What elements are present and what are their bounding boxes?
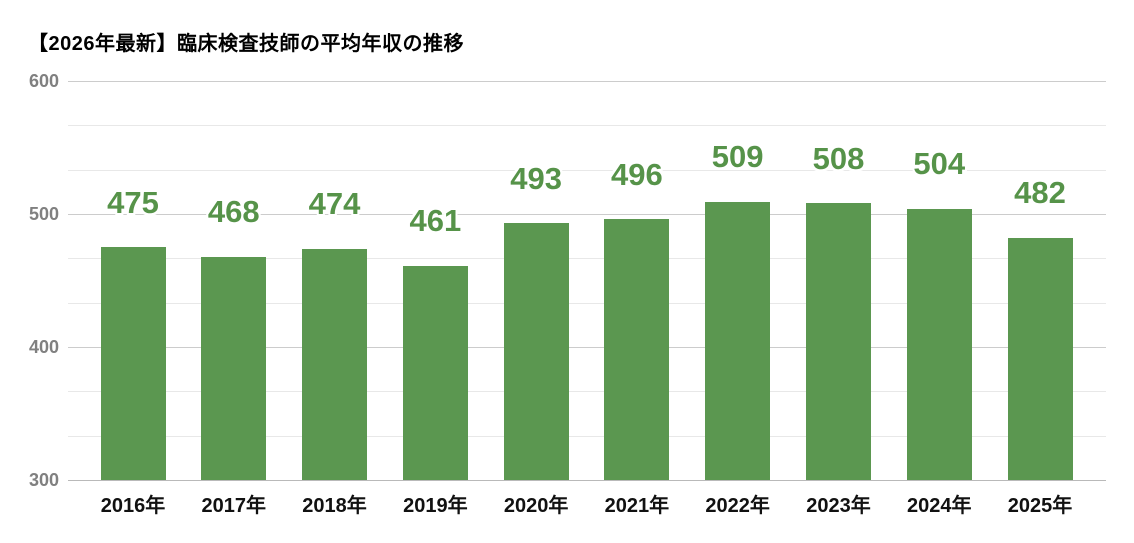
plot-area: 475 468 474 461 493 496 509 508 504 482: [68, 81, 1106, 481]
bar: [604, 219, 670, 480]
gridline-major: [68, 480, 1106, 481]
gridline-minor: [68, 391, 1106, 393]
x-axis-tick-label: 2025年: [1007, 495, 1073, 517]
gridline-minor: [68, 169, 1106, 171]
bar-value-label: 474: [308, 185, 361, 221]
chart-title: 【2026年最新】臨床検査技師の平均年収の推移: [28, 33, 464, 55]
bar: [402, 265, 468, 480]
bar: [705, 202, 771, 480]
y-axis-tick-label: 600: [28, 71, 59, 91]
gridline-major: [68, 81, 1106, 82]
bar: [302, 248, 368, 480]
gridline-major: [68, 214, 1106, 215]
gridline-minor: [68, 258, 1106, 260]
bar: [1007, 237, 1073, 480]
gridline-minor: [68, 435, 1106, 437]
x-axis-tick-label: 2016年: [100, 495, 166, 517]
bar: [805, 203, 871, 480]
bar-value-label: 509: [711, 139, 764, 175]
x-axis-tick-label: 2024年: [906, 495, 972, 517]
bar-value-label: 508: [812, 140, 865, 176]
x-axis-tick-label: 2023年: [806, 495, 871, 517]
bar: [503, 223, 569, 480]
y-axis-tick-label: 500: [28, 204, 59, 224]
x-axis-tick-label: 2019年: [403, 495, 468, 517]
bar: [100, 247, 166, 480]
gridline-minor: [68, 125, 1106, 127]
y-axis-tick-label: 400: [28, 337, 59, 357]
x-axis-tick-label: 2018年: [302, 495, 367, 517]
bar-value-label: 504: [913, 146, 966, 182]
bar-value-label: 482: [1014, 175, 1066, 211]
bar-value-label: 468: [207, 193, 260, 229]
y-axis-tick-label: 300: [28, 470, 59, 490]
bar: [906, 208, 972, 480]
bar-value-label: 496: [611, 156, 663, 192]
bar: [201, 256, 267, 480]
bar-value-label: 475: [107, 184, 159, 220]
gridline-minor: [68, 302, 1106, 304]
x-axis-tick-label: 2022年: [705, 495, 770, 517]
x-axis-tick-label: 2017年: [201, 495, 267, 517]
x-axis-tick-label: 2021年: [604, 495, 670, 517]
x-axis-tick-label: 2020年: [503, 495, 569, 517]
gridline-major: [68, 347, 1106, 348]
bar-value-label: 461: [409, 203, 462, 239]
bar-value-label: 493: [510, 160, 562, 196]
